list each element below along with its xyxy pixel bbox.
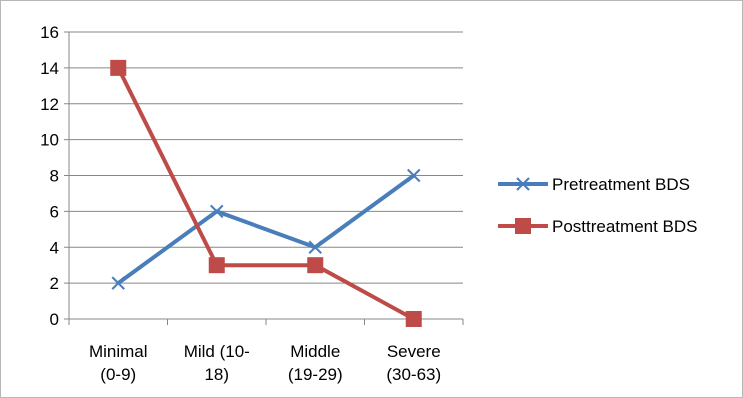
- data-point: [407, 168, 421, 183]
- x-tick-label-line: (19-29): [288, 365, 343, 384]
- x-tick-label: Minimal (0-9): [89, 342, 148, 384]
- legend-label: Pretreatment BDS: [552, 175, 690, 194]
- y-tick-label: 12: [40, 95, 59, 114]
- data-point: [208, 257, 225, 274]
- x-tick-label-line: Severe: [387, 342, 441, 361]
- data-point: [210, 204, 224, 219]
- marker-stroke: [111, 276, 125, 290]
- y-tick-label: 2: [50, 274, 59, 293]
- x-tick-label-line: Minimal: [89, 342, 148, 361]
- marker-stroke: [516, 177, 530, 191]
- series-line-2: [116, 66, 415, 321]
- marker-stroke: [308, 240, 322, 254]
- legend-marker: [516, 177, 530, 191]
- data-point: [308, 240, 322, 254]
- legend-label: Posttreatment BDS: [552, 217, 698, 236]
- series-line-1: [117, 173, 415, 285]
- legend-marker: [515, 218, 531, 234]
- x-tick-label-line: (30-63): [386, 365, 441, 384]
- x-tick-labels: Minimal (0-9) Mild (10- 18) Middle (19-29) Sev…: [89, 342, 441, 384]
- data-point: [307, 257, 324, 274]
- x-tick-label: Mild (10- 18): [184, 342, 250, 384]
- marker-stroke: [407, 168, 421, 183]
- marker-stroke: [210, 204, 224, 219]
- y-tick-labels: 0 2 4 6 8 10 12 14 16: [40, 23, 59, 329]
- y-tick-label: 4: [50, 238, 59, 257]
- x-tick-label-line: (0-9): [100, 365, 136, 384]
- gridlines: [69, 31, 463, 284]
- data-point: [110, 59, 127, 76]
- axes: [64, 31, 464, 325]
- data-point: [405, 311, 422, 327]
- series-markers: [110, 59, 422, 327]
- y-tick-label: 10: [40, 131, 59, 150]
- x-tick-label: Middle (19-29): [288, 342, 343, 384]
- x-tick-label-line: Mild (10-: [184, 342, 250, 361]
- legend-item: Posttreatment BDS: [498, 217, 698, 236]
- series-lines: [116, 66, 415, 321]
- y-tick-label: 0: [50, 310, 59, 329]
- data-point: [111, 276, 125, 290]
- y-tick-label: 8: [50, 167, 59, 186]
- x-tick-label: Severe (30-63): [386, 342, 441, 384]
- x-tick-label-line: 18): [204, 365, 229, 384]
- legend-item: Pretreatment BDS: [498, 175, 690, 194]
- y-tick-label: 14: [40, 59, 59, 78]
- x-tick-label-line: Middle: [290, 342, 340, 361]
- y-tick-label: 6: [50, 202, 59, 221]
- y-tick-label: 16: [40, 23, 59, 42]
- legend: Pretreatment BDS Posttreatment BDS: [498, 175, 698, 236]
